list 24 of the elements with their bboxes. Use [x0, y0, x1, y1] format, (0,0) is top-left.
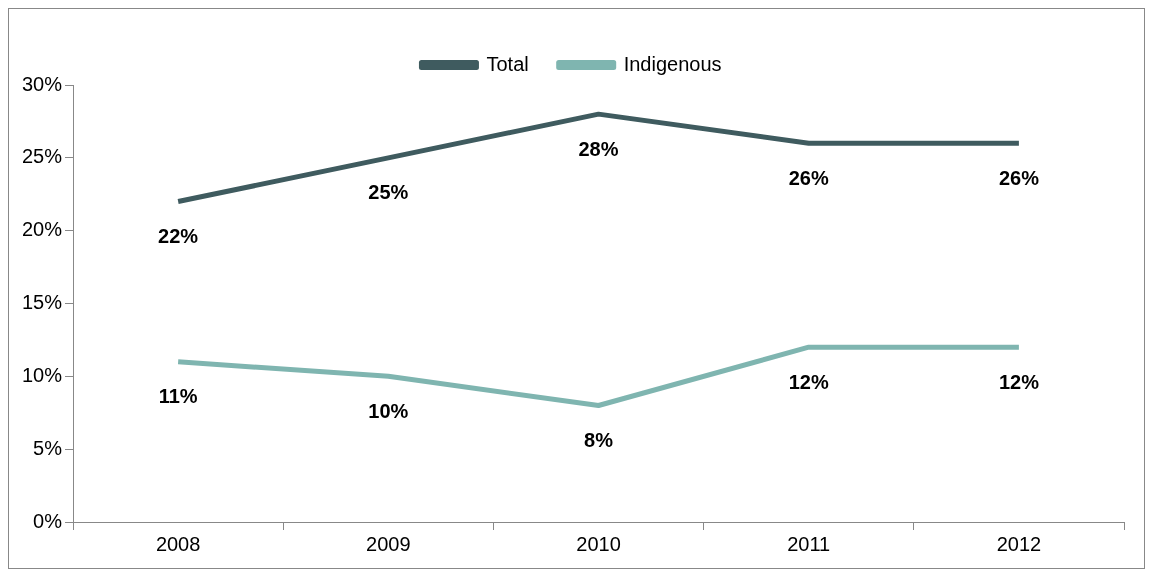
legend-label: Total — [486, 52, 529, 75]
data-label: 22% — [158, 225, 199, 248]
y-tick-label: 0% — [33, 509, 63, 532]
data-label: 8% — [584, 428, 614, 451]
y-tick-label: 5% — [33, 436, 63, 459]
x-tick-label: 2008 — [155, 532, 201, 555]
data-label: 28% — [578, 137, 619, 160]
data-label: 25% — [368, 181, 409, 204]
data-label: 12% — [998, 370, 1040, 393]
y-tick-label: 25% — [22, 145, 63, 168]
data-label: 11% — [158, 385, 198, 408]
y-tick-label: 10% — [22, 363, 63, 386]
y-tick-label: 30% — [22, 72, 63, 95]
legend-label: Indigenous — [623, 52, 722, 75]
data-label: 26% — [788, 166, 829, 189]
data-label: 10% — [368, 399, 409, 422]
x-tick-label: 2009 — [366, 532, 411, 555]
data-label: 12% — [788, 370, 829, 393]
y-tick-label: 20% — [22, 218, 63, 241]
x-tick-label: 2010 — [576, 532, 621, 555]
x-tick-label: 2012 — [996, 532, 1042, 555]
data-label: 26% — [998, 166, 1040, 189]
y-tick-label: 15% — [22, 291, 63, 314]
x-tick-label: 2011 — [787, 532, 831, 555]
